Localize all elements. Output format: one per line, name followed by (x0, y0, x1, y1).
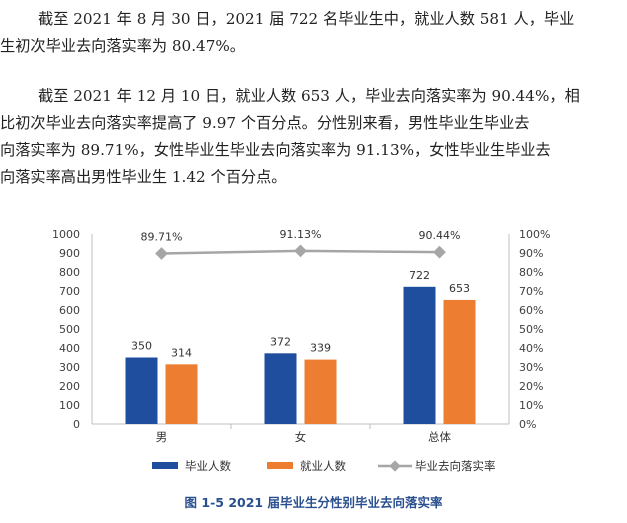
bar-value-label: 314 (171, 346, 192, 359)
rate-point (294, 244, 307, 258)
bar (125, 357, 158, 424)
y2-tick-label: 50% (519, 323, 543, 336)
bar (403, 286, 436, 424)
bar-value-label: 372 (270, 335, 291, 348)
y2-tick-label: 40% (519, 342, 543, 355)
legend-marker (389, 460, 401, 472)
y-tick-label: 600 (59, 304, 80, 317)
y-tick-label: 0 (73, 418, 80, 431)
figure-caption: 图 1-5 2021 届毕业生分性别毕业去向落实率 (184, 495, 443, 510)
y-tick-label: 500 (59, 323, 80, 336)
y2-tick-label: 10% (519, 399, 543, 412)
y2-tick-label: 90% (519, 247, 543, 260)
text-line: 向落实率高出男性毕业生 1.42 个百分点。 (0, 168, 287, 186)
y-tick-label: 700 (59, 285, 80, 298)
x-tick-label: 总体 (428, 430, 451, 444)
bar (165, 364, 198, 424)
detail-paragraph: 截至 2021 年 12 月 10 日，就业人数 653 人，毕业去向落实率为 … (0, 83, 627, 191)
y2-tick-label: 70% (519, 285, 543, 298)
legend-swatch (267, 462, 293, 469)
y-tick-label: 300 (59, 361, 80, 374)
y2-tick-label: 20% (519, 380, 543, 393)
y-tick-label: 900 (59, 247, 80, 260)
text-line: 向落实率为 89.71%，女性毕业生毕业去向落实率为 91.13%，女性毕业生毕… (0, 141, 551, 159)
bar (304, 359, 337, 424)
text-line: 生初次毕业去向落实率为 80.47%。 (0, 37, 245, 55)
text-line: 截至 2021 年 8 月 30 日，2021 届 722 名毕业生中，就业人数… (38, 10, 575, 28)
y-tick-label: 400 (59, 342, 80, 355)
x-tick-label: 男 (156, 430, 168, 444)
y2-tick-label: 80% (519, 266, 543, 279)
y2-tick-label: 30% (519, 361, 543, 374)
legend-label: 毕业人数 (185, 459, 231, 473)
text-line: 比初次毕业去向落实率提高了 9.97 个百分点。分性别来看，男性毕业生毕业去 (0, 114, 530, 132)
legend-label: 毕业去向落实率 (415, 459, 496, 473)
rate-label: 89.71% (141, 231, 183, 244)
bar (443, 299, 476, 424)
rate-label: 91.13% (280, 228, 322, 241)
bar (264, 353, 297, 424)
legend-swatch (152, 462, 178, 469)
bar-value-label: 350 (131, 340, 152, 353)
bar-value-label: 653 (449, 282, 470, 295)
y2-tick-label: 60% (519, 304, 543, 317)
graduate-chart: 0 100 200 300 400 500 600 700 800 900 1000 0% 10% 20%… (52, 228, 550, 473)
y-tick-label: 200 (59, 380, 80, 393)
y2-tick-label: 100% (519, 228, 550, 241)
rate-point (433, 245, 446, 259)
rate-point (155, 247, 168, 260)
intro-paragraph: 截至 2021 年 8 月 30 日，2021 届 722 名毕业生中，就业人数… (0, 6, 627, 60)
y-tick-label: 1000 (52, 228, 80, 241)
x-tick-label: 女 (295, 430, 307, 444)
y2-tick-label: 0% (519, 418, 536, 431)
legend-label: 就业人数 (300, 459, 346, 473)
bar-value-label: 722 (409, 269, 430, 282)
y-tick-label: 100 (59, 399, 80, 412)
y-tick-label: 800 (59, 266, 80, 279)
bar-value-label: 339 (310, 342, 331, 355)
rate-label: 90.44% (419, 229, 461, 242)
text-line: 截至 2021 年 12 月 10 日，就业人数 653 人，毕业去向落实率为 … (38, 87, 580, 105)
